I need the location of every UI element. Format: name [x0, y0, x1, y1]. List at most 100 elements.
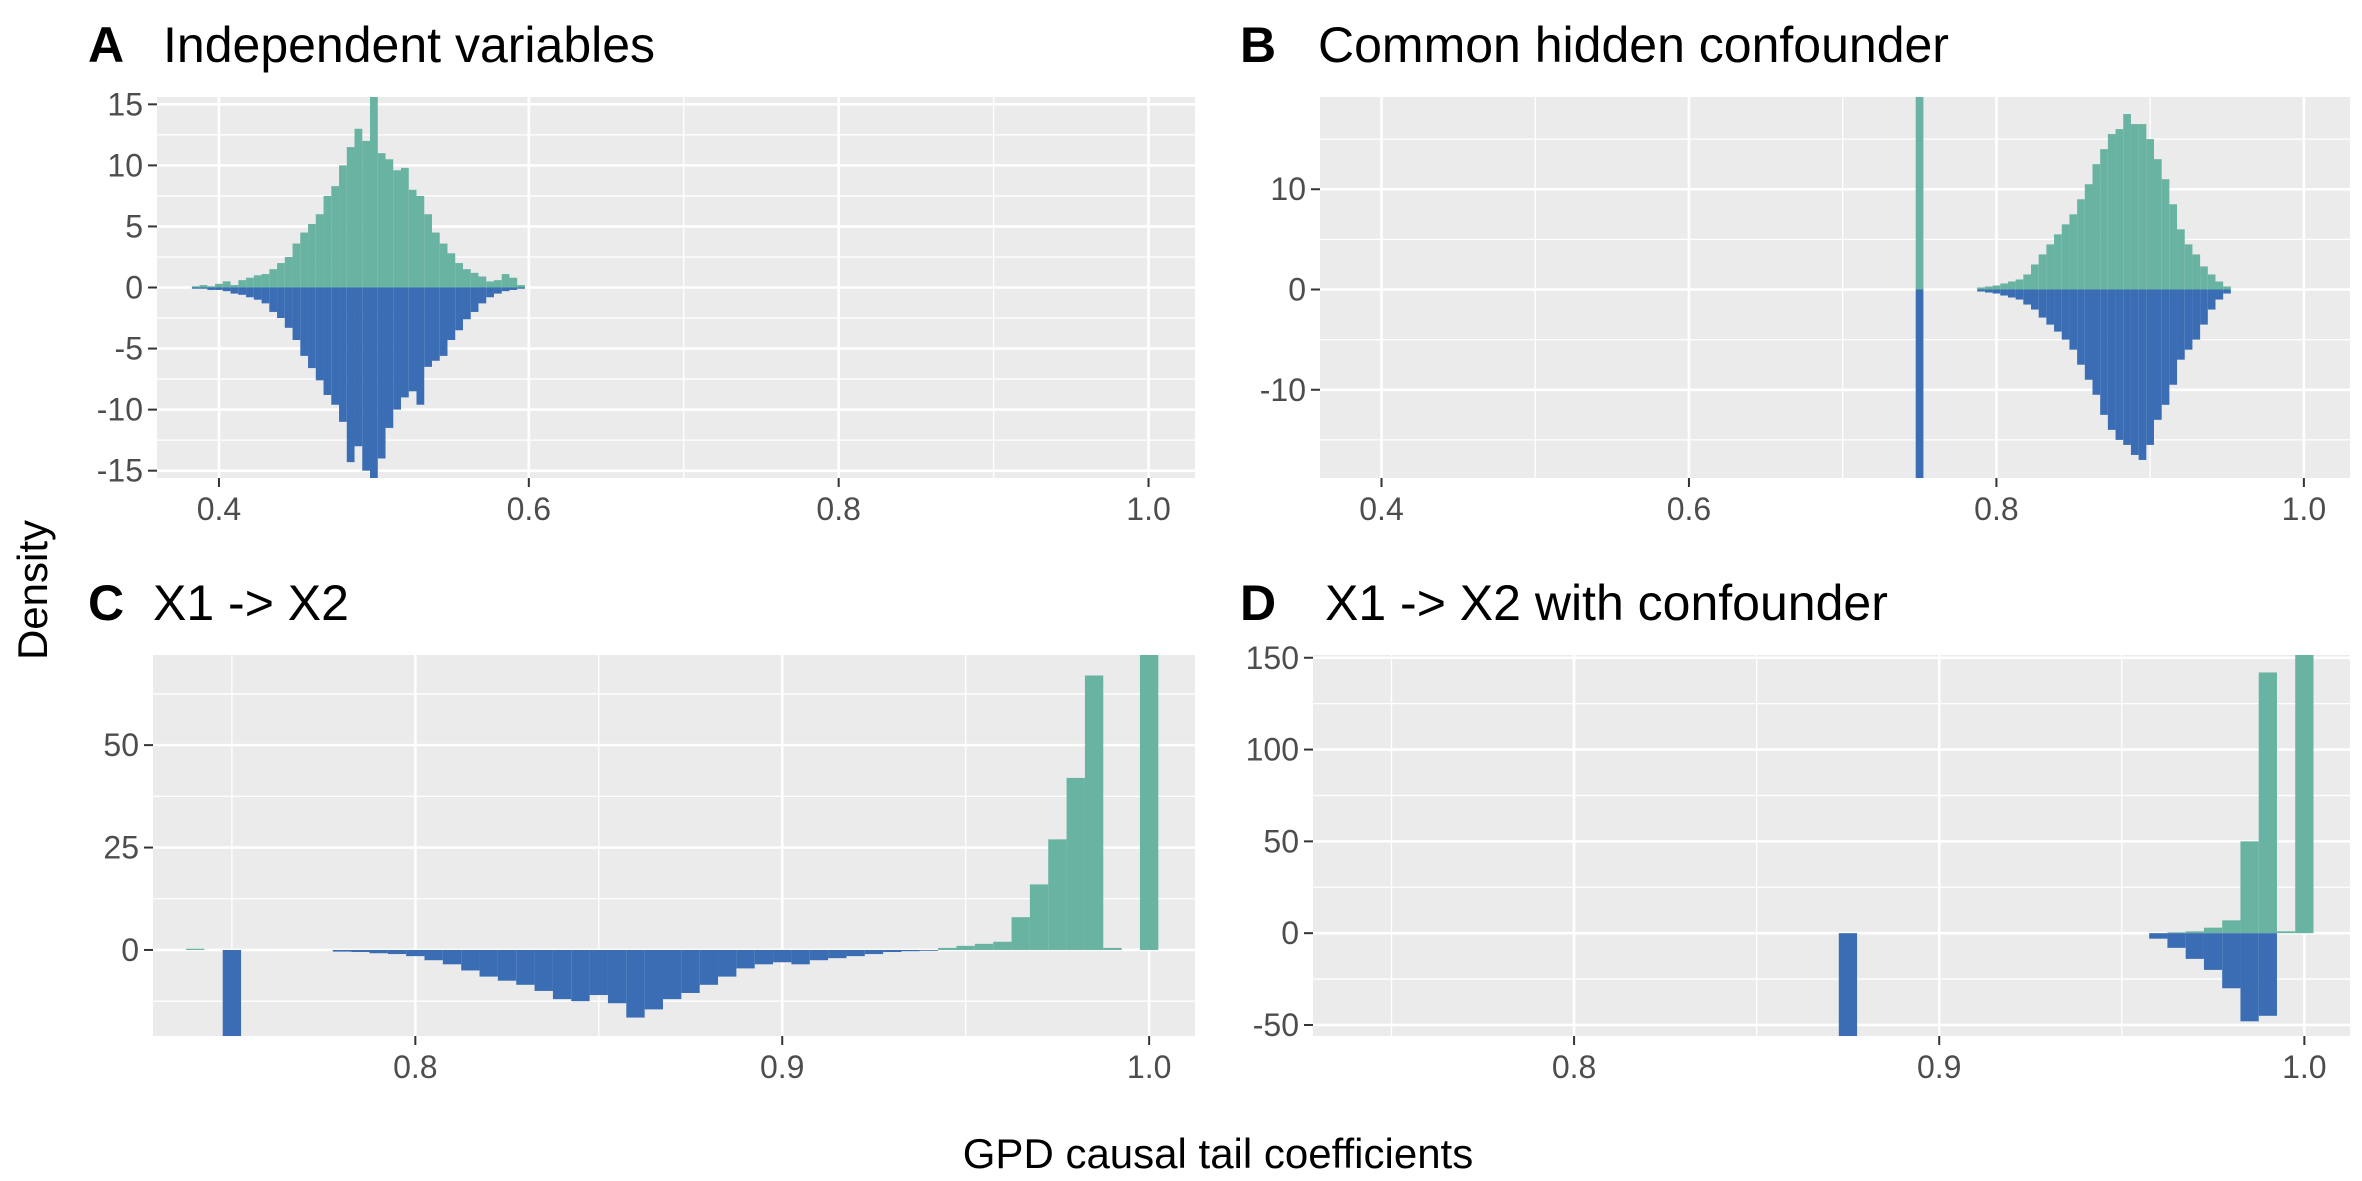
panel-a-lower-bar: [191, 287, 200, 289]
panel-d-x-tick-label: 0.8: [1552, 1049, 1596, 1085]
panel-b-upper-bar: [2223, 286, 2231, 290]
panel-a-upper-bar: [339, 165, 347, 288]
panel-a-upper-bar: [253, 275, 262, 288]
panel-d-lower-bar: [2203, 933, 2223, 970]
panel-c-lower-bar: [791, 949, 810, 965]
panel-d-plot-background: [1313, 655, 2350, 1036]
panel-a-upper-bar: [207, 286, 216, 288]
panel-b-lower-bar: [2161, 289, 2170, 405]
panel-c-upper-bar: [974, 943, 994, 950]
panel-a-lower-bar: [478, 287, 487, 304]
panel-a-upper-bar: [315, 214, 324, 288]
panel-b-x-tick-label: 0.4: [1359, 491, 1403, 527]
panel-b-title: Common hidden confounder: [1318, 17, 1949, 73]
panel-c-lower-bar: [736, 949, 755, 969]
panel-b-lower-bar: [2130, 289, 2139, 455]
panel-a-upper-bar: [238, 280, 247, 288]
panel-a-lower-bar: [315, 287, 324, 381]
panel-a-upper-bar: [393, 170, 402, 288]
panel-a-lower-bar: [486, 287, 494, 298]
panel-c-upper-bar: [1048, 839, 1067, 950]
panel-b-upper-bar: [2038, 254, 2047, 290]
panel-a-upper-bar: [486, 281, 494, 288]
panel-a-lower-bar: [385, 287, 394, 428]
panel-a-lower-bar: [393, 287, 402, 410]
panel-c-lower-bar: [387, 949, 407, 955]
panel-b-upper-bar: [2054, 234, 2062, 290]
panel-a-upper-bar: [269, 269, 278, 288]
panel-b-upper-bar: [2015, 279, 2024, 290]
panel-c-lower-bar: [571, 949, 590, 1002]
panel-a-x-tick-label: 0.8: [816, 491, 860, 527]
panel-b-upper-bar: [2146, 139, 2154, 290]
panel-a-lower-bar: [277, 287, 285, 319]
panel-c-upper-bar: [186, 948, 205, 950]
panel-c: C X1 -> X2 0.8 0.9 1.0 0 25 50: [88, 575, 1195, 1085]
panel-a-lower-bar: [346, 287, 355, 463]
panel-a-upper-bar: [462, 269, 471, 288]
panel-c-title: X1 -> X2: [153, 575, 349, 631]
panel-d-title: X1 -> X2 with confounder: [1325, 575, 1888, 631]
panel-a-lower-bar: [354, 287, 363, 447]
panel-c-lower-bar: [883, 949, 902, 953]
panel-b-lower-bar: [1984, 289, 1993, 293]
panel-d-upper-bar: [2167, 932, 2186, 934]
panel-a-y-tick-label: 15: [107, 86, 143, 122]
panel-a-upper-bar: [385, 159, 394, 288]
panel-b-upper-bar: [2115, 129, 2124, 290]
panel-c-x-tick-label: 1.0: [1127, 1049, 1171, 1085]
panel-b-upper-bar: [2000, 283, 2008, 290]
panel-a-lower-bar: [269, 287, 278, 312]
panel-a-letter: A: [88, 17, 124, 73]
panel-a-lower-bar: [455, 287, 463, 331]
panel-c-upper-bar: [1139, 655, 1159, 950]
panel-a-lower-bar: [300, 287, 309, 356]
panel-a-lower-bar: [470, 287, 479, 312]
panel-b-lower-bar: [2069, 289, 2078, 350]
panel-a-lower-bar: [401, 287, 409, 398]
panel-b-y-tick-label: -10: [1260, 372, 1306, 408]
panel-b-lower-bar: [2077, 289, 2085, 365]
panel-a-y-tick-label: -10: [97, 392, 143, 428]
panel-b-upper-bar: [2207, 274, 2216, 290]
panel-b-upper-bar: [2107, 134, 2116, 290]
panel-b-lower-bar: [2007, 289, 2016, 298]
panel-b-upper-bar: [2169, 204, 2178, 290]
y-axis-title: Density: [9, 520, 56, 660]
panel-b-lower-bar: [2046, 289, 2055, 325]
panel-b-upper-bar: [2123, 114, 2131, 290]
panel-c-lower-bar: [552, 949, 572, 1000]
panel-d-y-tick-label: -50: [1253, 1007, 1299, 1043]
panel-a-upper-bar: [230, 285, 239, 288]
panel-d-y-tick-label: 50: [1263, 823, 1299, 859]
panel-a-lower-bar: [323, 287, 332, 395]
panel-d-upper-bar: [2185, 931, 2204, 934]
panel-a-x-tick-label: 1.0: [1126, 491, 1170, 527]
panel-a-lower-bar: [331, 287, 340, 405]
panel-b-y-tick-label: 10: [1270, 171, 1306, 207]
panel-a-upper-bar: [300, 232, 309, 288]
panel-c-lower-bar: [699, 949, 719, 985]
panel-d-upper-bar: [2222, 920, 2241, 934]
panel-b-lower-bar: [1977, 289, 1985, 292]
panel-a-y-tick-label: 5: [125, 208, 143, 244]
panel-b-upper-bar: [2100, 149, 2108, 290]
panel-d-y-tick-label: 100: [1246, 732, 1299, 768]
panel-c-lower-bar: [369, 949, 388, 954]
panel-a-upper-bar: [308, 224, 316, 288]
panel-b-upper-bar: [2092, 164, 2101, 290]
panel-a-upper-bar: [424, 214, 432, 288]
panel-c-lower-bar: [681, 949, 700, 993]
panel-b-x-tick-label: 0.8: [1974, 491, 2018, 527]
panel-c-lower-bar: [754, 949, 774, 965]
panel-a-upper-bar: [354, 128, 363, 288]
panel-b-upper-bar: [2153, 159, 2162, 290]
panel-d: D X1 -> X2 with confounder 0.8 0.9 1.0 -50 0…: [1240, 575, 2350, 1085]
panel-b-upper-bar: [2161, 179, 2170, 290]
panel-b-lower-bar: [2184, 289, 2193, 350]
panel-b-upper-bar: [2069, 214, 2078, 290]
panel-d-lower-bar: [1838, 933, 1858, 1036]
panel-b-upper-bar: [2023, 274, 2032, 290]
x-axis-title: GPD causal tail coefficients: [963, 1130, 1473, 1177]
panel-b-x-tick-label: 1.0: [2282, 491, 2326, 527]
